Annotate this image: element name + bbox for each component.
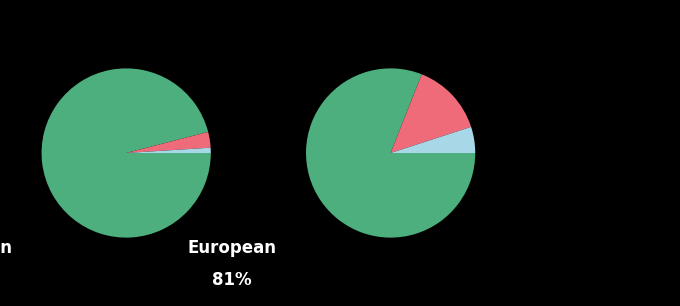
Text: European: European	[0, 239, 12, 257]
Text: European: European	[188, 239, 277, 257]
Wedge shape	[390, 74, 471, 153]
Wedge shape	[41, 68, 211, 238]
Wedge shape	[126, 148, 211, 153]
Text: 81%: 81%	[212, 271, 252, 289]
Wedge shape	[126, 132, 211, 153]
Wedge shape	[306, 68, 475, 238]
Wedge shape	[390, 127, 475, 153]
